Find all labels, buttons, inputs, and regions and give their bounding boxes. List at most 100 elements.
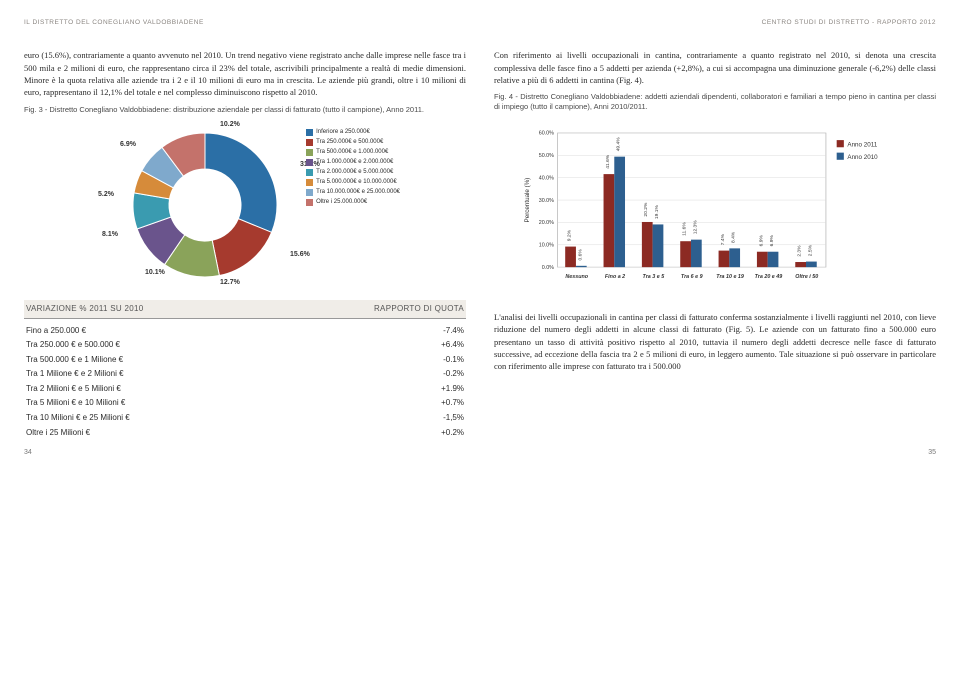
x-tick-label: Tra 6 e 9 — [681, 274, 703, 280]
donut-chart: 31.2%15.6%12.7%10.1%8.1%5.2%6.9%10.2% In… — [90, 120, 400, 290]
table-row: Oltre i 25 Milioni € +0.2% — [24, 425, 466, 440]
table-cell-value: +1.9% — [441, 383, 464, 395]
legend-label: Inferiore a 250.000€ — [316, 128, 370, 137]
page-number-left: 34 — [24, 448, 32, 458]
bar-value-label: 0.6% — [577, 248, 583, 260]
right-paragraph: Con riferimento ai livelli occupazionali… — [494, 49, 936, 86]
donut-percent-label: 10.2% — [220, 120, 240, 130]
legend-swatch — [306, 129, 313, 136]
table-cell-label: Tra 10 Milioni € e 25 Milioni € — [26, 412, 130, 424]
donut-percent-label: 5.2% — [98, 190, 114, 200]
donut-slice — [205, 133, 277, 232]
bar-value-label: 41.6% — [605, 154, 611, 169]
header-left: IL DISTRETTO DEL CONEGLIANO VALDOBBIADEN… — [24, 18, 204, 27]
table-cell-value: -1,5% — [443, 412, 464, 424]
legend-swatch — [306, 189, 313, 196]
x-tick-label: Fino a 2 — [605, 274, 625, 280]
bar-value-label: 2.5% — [807, 244, 813, 256]
bar-value-label: 12.3% — [692, 220, 698, 235]
table-cell-label: Tra 5 Milioni € e 10 Milioni € — [26, 397, 125, 409]
table-cell-value: -0.1% — [443, 354, 464, 366]
x-tick-label: Oltre i 50 — [795, 274, 818, 280]
bar — [757, 252, 768, 267]
legend-label: Tra 10.000.000€ e 25.000.000€ — [316, 188, 400, 197]
bar — [680, 241, 691, 267]
donut-legend-item: Tra 250.000€ e 500.000€ — [306, 138, 400, 147]
table-cell-value: +0.7% — [441, 397, 464, 409]
legend-label: Tra 1.000.000€ e 2.000.000€ — [316, 158, 393, 167]
bar — [565, 246, 576, 267]
bar-value-label: 6.9% — [758, 234, 764, 246]
donut-legend-item: Tra 500.000€ e 1.000.000€ — [306, 148, 400, 157]
legend-label: Tra 250.000€ e 500.000€ — [316, 138, 383, 147]
bar-value-label: 49.4% — [616, 137, 622, 152]
left-column: euro (15.6%), contrariamente a quanto av… — [24, 49, 466, 439]
table-cell-value: +6.4% — [441, 339, 464, 351]
right-column: Con riferimento ai livelli occupazionali… — [494, 49, 936, 439]
legend-label: Tra 5.000.000€ e 10.000.000€ — [316, 178, 397, 187]
bar — [604, 174, 615, 267]
y-axis-label: Percentuale (%) — [524, 178, 531, 223]
legend-label: Anno 2011 — [847, 141, 877, 148]
bar-value-label: 11.6% — [682, 222, 688, 236]
bar — [806, 261, 817, 267]
bar — [719, 250, 730, 267]
donut-percent-label: 15.6% — [290, 250, 310, 260]
bar-value-label: 6.9% — [769, 234, 775, 246]
table-cell-label: Tra 2 Milioni € e 5 Milioni € — [26, 383, 121, 395]
y-tick-label: 20.0% — [539, 220, 554, 226]
y-tick-label: 50.0% — [539, 153, 554, 159]
table-row: Tra 1 Milione € e 2 Milioni €-0.2% — [24, 367, 466, 382]
legend-swatch — [306, 159, 313, 166]
table-row: Tra 10 Milioni € e 25 Milioni € -1,5% — [24, 411, 466, 426]
donut-percent-label: 8.1% — [102, 230, 118, 240]
table-cell-value: -0.2% — [443, 368, 464, 380]
legend-label: Tra 2.000.000€ e 5.000.000€ — [316, 168, 393, 177]
legend-label: Oltre i 25.000.000€ — [316, 198, 367, 207]
donut-legend-item: Oltre i 25.000.000€ — [306, 198, 400, 207]
x-tick-label: Tra 20 e 49 — [755, 274, 783, 280]
fig3-caption: Fig. 3 - Distretto Conegliano Valdobbiad… — [24, 105, 466, 115]
bar — [576, 266, 587, 267]
legend-label: Tra 500.000€ e 1.000.000€ — [316, 148, 388, 157]
bar — [653, 224, 664, 267]
legend-swatch — [306, 169, 313, 176]
table-cell-label: Tra 500.000 € e 1 Milione € — [26, 354, 123, 366]
legend-swatch — [306, 149, 313, 156]
bar-value-label: 7.4% — [720, 233, 726, 245]
table-row: Fino a 250.000 € -7.4% — [24, 323, 466, 338]
donut-legend-item: Inferiore a 250.000€ — [306, 128, 400, 137]
table-cell-value: -7.4% — [443, 325, 464, 337]
legend-swatch — [837, 140, 844, 147]
legend-swatch — [837, 152, 844, 159]
variation-table: VARIAZIONE % 2011 SU 2010 RAPPORTO DI QU… — [24, 300, 466, 439]
table-row: Tra 5 Milioni € e 10 Milioni € +0.7% — [24, 396, 466, 411]
x-tick-label: Nessuno — [565, 274, 588, 280]
bar — [768, 252, 779, 267]
table-row: Tra 500.000 € e 1 Milione € -0.1% — [24, 352, 466, 367]
legend-swatch — [306, 179, 313, 186]
donut-legend-item: Tra 5.000.000€ e 10.000.000€ — [306, 178, 400, 187]
table-cell-label: Tra 250.000 € e 500.000 € — [26, 339, 120, 351]
y-tick-label: 10.0% — [539, 242, 554, 248]
donut-svg — [120, 120, 290, 290]
table-cell-value: +0.2% — [441, 427, 464, 439]
legend-swatch — [306, 199, 313, 206]
table-row: Tra 250.000 € e 500.000 € +6.4% — [24, 338, 466, 353]
y-tick-label: 40.0% — [539, 175, 554, 181]
bar-chart: 0.0%10.0%20.0%30.0%40.0%50.0%60.0%Percen… — [494, 124, 936, 294]
table-cell-label: Oltre i 25 Milioni € — [26, 427, 90, 439]
bar-value-label: 20.2% — [643, 202, 649, 217]
legend-swatch — [306, 139, 313, 146]
donut-legend-item: Tra 2.000.000€ e 5.000.000€ — [306, 168, 400, 177]
bar-value-label: 9.2% — [567, 229, 573, 241]
left-paragraph: euro (15.6%), contrariamente a quanto av… — [24, 49, 466, 98]
x-tick-label: Tra 3 e 5 — [643, 274, 666, 280]
bar — [795, 262, 806, 267]
y-tick-label: 60.0% — [539, 131, 554, 137]
table-cell-label: Fino a 250.000 € — [26, 325, 86, 337]
bottom-right-paragraph: L'analisi dei livelli occupazionali in c… — [494, 311, 936, 373]
header-right: CENTRO STUDI DI DISTRETTO - RAPPORTO 201… — [762, 18, 936, 27]
bar — [691, 240, 702, 268]
donut-legend: Inferiore a 250.000€Tra 250.000€ e 500.0… — [306, 128, 400, 208]
